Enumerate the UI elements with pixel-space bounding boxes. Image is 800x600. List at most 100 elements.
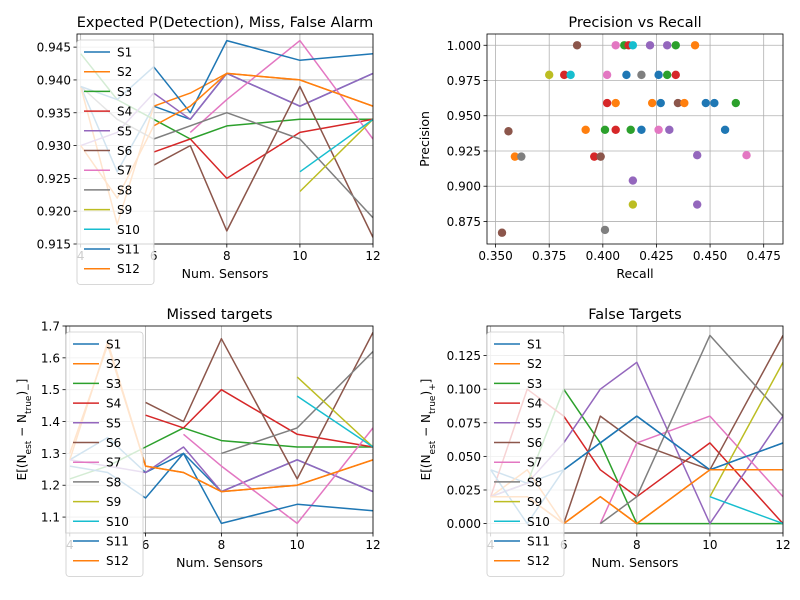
- series-line-s4: [153, 118, 373, 180]
- x-tick-label: 12: [365, 249, 380, 263]
- legend-label: S11: [527, 535, 550, 549]
- legend-label: S4: [106, 397, 121, 411]
- scatter-point: [622, 70, 631, 80]
- x-tick-label: 8: [633, 538, 641, 552]
- scatter-point: [693, 200, 702, 209]
- x-axis-label: Recall: [616, 266, 653, 281]
- legend-label: S4: [117, 105, 132, 119]
- legend-label: S7: [527, 456, 542, 470]
- legend-label: S7: [117, 164, 132, 178]
- x-axis-label: Num. Sensors: [592, 555, 679, 570]
- legend-label: S9: [117, 203, 132, 217]
- legend-label: S1: [527, 338, 542, 352]
- y-tick-label: 0.930: [37, 139, 71, 153]
- scatter-point: [710, 98, 719, 108]
- legend-label: S8: [106, 475, 121, 489]
- y-tick-label: 1.000: [447, 39, 481, 53]
- legend-label: S5: [117, 124, 132, 138]
- x-tick-label: 12: [775, 538, 790, 552]
- x-tick-label: 0.450: [693, 249, 727, 263]
- scatter-point: [504, 127, 513, 136]
- series-line-s7: [189, 39, 373, 140]
- legend-label: S8: [117, 183, 132, 197]
- legend-label: S3: [117, 85, 132, 99]
- y-tick-label: 0.925: [447, 144, 481, 158]
- legend-label: S2: [117, 65, 132, 79]
- series-line-s7: [183, 427, 373, 525]
- y-axis-label: E[(Nest − Ntrue)−]: [15, 379, 34, 481]
- legend-label: S6: [527, 436, 542, 450]
- y-tick-label: 0.950: [447, 109, 481, 123]
- scatter-point: [731, 98, 741, 108]
- x-tick-label: 10: [702, 538, 717, 552]
- scatter-point: [602, 98, 612, 108]
- legend-label: S1: [106, 338, 121, 352]
- y-tick-label: 0.025: [447, 483, 481, 497]
- axes-frame: [486, 33, 784, 245]
- scatter-point: [637, 70, 646, 80]
- scatter-point: [628, 176, 638, 185]
- y-tick-label: 0.000: [447, 517, 481, 531]
- scatter-point: [628, 41, 638, 50]
- series-line-s6: [145, 332, 373, 480]
- x-tick-label: 0.425: [639, 249, 673, 263]
- legend-label: S11: [106, 535, 129, 549]
- scatter-point: [656, 98, 665, 108]
- scatter-point: [671, 41, 680, 50]
- series-line-s10: [299, 118, 373, 173]
- legend-label: S3: [527, 377, 542, 391]
- scatter-point: [693, 151, 702, 160]
- legend-label: S12: [106, 554, 129, 568]
- y-tick-label: 0.945: [37, 41, 71, 55]
- scatter-point: [673, 98, 683, 108]
- y-axis-label: E[(Nest − Ntrue)+]: [419, 379, 438, 481]
- y-tick-label: 0.075: [447, 416, 481, 430]
- series-line-s9: [299, 118, 373, 193]
- chart-title: Precision vs Recall: [568, 15, 701, 31]
- scatter-point: [510, 152, 520, 161]
- scatter-point: [654, 125, 663, 135]
- y-tick-label: 0.100: [447, 383, 481, 397]
- y-tick-label: 1.1: [41, 511, 60, 525]
- legend-label: S9: [527, 495, 542, 509]
- y-tick-label: 0.920: [37, 205, 71, 219]
- scatter-point: [517, 152, 526, 161]
- legend-label: S2: [106, 357, 121, 371]
- legend-label: S12: [527, 554, 550, 568]
- scatter-point: [645, 41, 655, 50]
- series-line-s9: [296, 376, 373, 448]
- y-tick-label: 0.975: [447, 74, 481, 88]
- scatter-point: [611, 125, 620, 135]
- legend-label: S5: [527, 416, 542, 430]
- x-tick-label: 12: [365, 538, 380, 552]
- chart-title: Expected P(Detection), Miss, False Alarm: [77, 15, 374, 31]
- scatter-point: [602, 70, 612, 80]
- legend-box: [486, 331, 565, 577]
- legend-label: S3: [106, 377, 121, 391]
- scatter-point: [701, 98, 710, 108]
- y-tick-label: 1.3: [41, 447, 60, 461]
- scatter-point: [742, 151, 751, 160]
- series-line-s9: [709, 361, 783, 498]
- scatter-point: [566, 70, 575, 80]
- legend-label: S10: [117, 223, 140, 237]
- x-tick-label: 0.375: [532, 249, 566, 263]
- y-tick-label: 1.6: [41, 351, 60, 365]
- y-tick-label: 0.875: [447, 215, 481, 229]
- legend: S1 S2 S3 S4 S5 S6 S7 S8 S9 S10 S11 S12: [76, 39, 155, 285]
- scatter-point: [662, 70, 672, 80]
- scatter-point: [572, 41, 582, 50]
- legend-label: S4: [527, 397, 542, 411]
- scatter-point: [690, 41, 700, 50]
- scatter-point: [665, 125, 674, 135]
- chart-panel-1: 46810120.9150.9200.9250.9300.9350.9400.9…: [37, 15, 381, 285]
- legend-label: S5: [106, 416, 121, 430]
- x-axis-label: Num. Sensors: [176, 555, 263, 570]
- legend-label: S7: [106, 456, 121, 470]
- y-tick-label: 0.925: [37, 172, 71, 186]
- legend: S1 S2 S3 S4 S5 S6 S7 S8 S9 S10 S11 S12: [486, 331, 565, 577]
- legend-label: S6: [117, 144, 132, 158]
- legend-label: S10: [527, 515, 550, 529]
- y-tick-label: 1.4: [41, 415, 60, 429]
